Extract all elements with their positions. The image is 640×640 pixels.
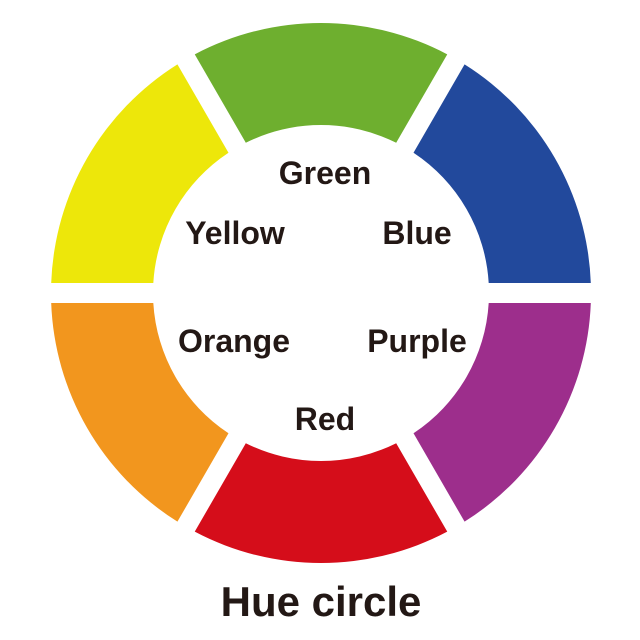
segment-purple [413,303,591,522]
label-orange: Orange [178,323,290,359]
segment-green [194,22,448,143]
label-red: Red [295,401,355,437]
segment-yellow [51,64,229,283]
label-yellow: Yellow [185,215,285,251]
diagram-title: Hue circle [221,578,422,625]
segment-red [194,443,448,564]
segment-orange [51,303,229,522]
label-purple: Purple [367,323,467,359]
segment-blue [413,64,591,283]
hue-segments [51,22,591,564]
label-blue: Blue [382,215,451,251]
label-green: Green [279,155,371,191]
